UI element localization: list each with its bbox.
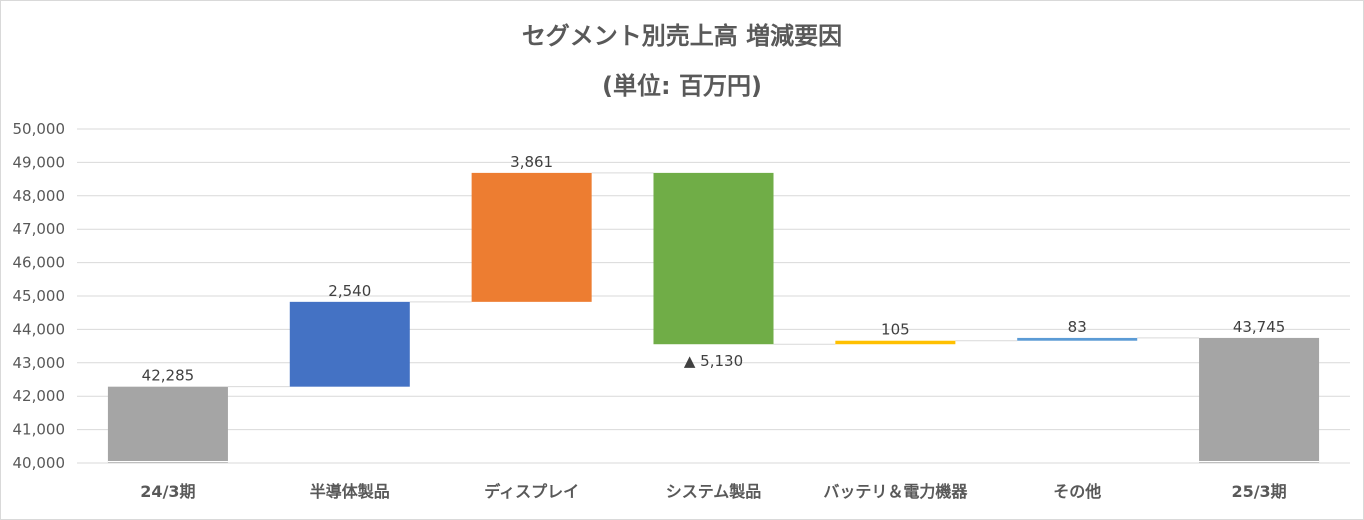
x-category-label: ディスプレイ (484, 482, 579, 501)
y-axis: 40,000 41,000 42,000 43,000 44,000 45,000 46,0… (13, 120, 66, 472)
y-tick-label: 47,000 (13, 220, 66, 238)
bar (471, 172, 592, 302)
x-category-label: 24/3期 (140, 482, 195, 501)
bars (107, 172, 1320, 463)
y-tick-label: 43,000 (13, 354, 66, 372)
y-tick-label: 41,000 (13, 421, 66, 439)
x-category-label: 半導体製品 (310, 482, 390, 501)
bar (107, 386, 228, 463)
data-label: 42,285 (142, 367, 195, 385)
y-tick-label: 48,000 (13, 187, 66, 205)
y-tick-label: 40,000 (13, 454, 66, 472)
connector-lines (227, 172, 1200, 388)
x-category-label: その他 (1053, 482, 1101, 501)
y-tick-label: 49,000 (13, 153, 66, 171)
chart-title: セグメント別売上高 増減要因 (522, 22, 842, 50)
bar (1017, 337, 1138, 341)
x-category-label: バッテリ＆電力機器 (823, 482, 968, 501)
y-tick-label: 44,000 (13, 320, 66, 338)
bar (835, 340, 956, 345)
data-label: 43,745 (1233, 318, 1286, 336)
chart-subtitle: (単位: 百万円) (602, 72, 762, 100)
x-axis: 24/3期 半導体製品 ディスプレイ システム製品 バッテリ＆電力機器 その他 25/3期 (77, 462, 1350, 501)
data-labels: 42,285 2,540 3,861 ▲ 5,130 105 83 43,745 (142, 153, 1286, 385)
x-category-label: 25/3期 (1231, 482, 1286, 501)
data-label: 83 (1068, 318, 1087, 336)
y-tick-label: 42,000 (13, 387, 66, 405)
x-category-label: システム製品 (666, 482, 762, 501)
data-label: 3,861 (510, 153, 553, 171)
bar (1199, 337, 1320, 463)
y-tick-label: 46,000 (13, 254, 66, 272)
data-label: 105 (881, 321, 910, 339)
bar (653, 172, 774, 345)
data-label: ▲ 5,130 (684, 352, 743, 370)
bar (289, 301, 410, 387)
y-tick-label: 50,000 (13, 120, 66, 138)
y-tick-label: 45,000 (13, 287, 66, 305)
data-label: 2,540 (328, 282, 371, 300)
